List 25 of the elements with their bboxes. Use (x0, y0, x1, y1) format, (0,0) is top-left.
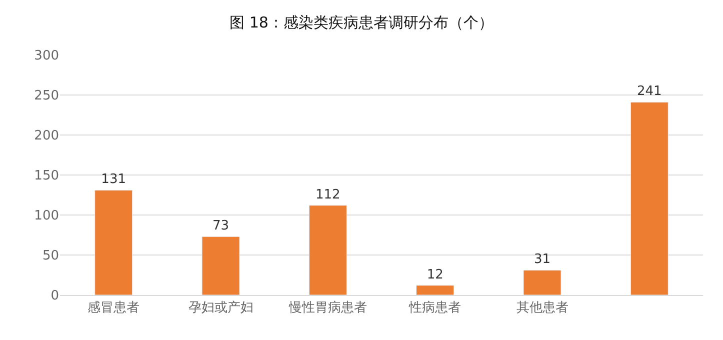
data-label: 73 (212, 218, 230, 234)
data-label: 241 (637, 84, 662, 100)
bar (202, 236, 240, 295)
y-tick-label: 200 (34, 128, 59, 144)
y-tick-label: 150 (34, 168, 59, 184)
data-label: 31 (534, 252, 551, 268)
data-label: 131 (101, 172, 126, 188)
y-tick-label: 100 (34, 208, 59, 224)
bar (308, 205, 347, 295)
x-tick-label: 其他患者 (516, 300, 568, 316)
y-tick-label: 0 (50, 288, 59, 304)
y-tick-label: 300 (34, 48, 59, 64)
y-tick-label: 250 (34, 88, 59, 104)
chart-title: 图 18：感染类疾病患者调研分布（个） (230, 14, 494, 32)
bar (416, 285, 454, 295)
bar (94, 190, 133, 295)
y-tick-label: 50 (42, 248, 59, 264)
x-tick-label: 孕妇或产妇 (188, 300, 254, 316)
x-tick-label: 感冒患者 (88, 300, 140, 316)
bar (523, 270, 562, 295)
data-label: 112 (316, 187, 340, 202)
data-label: 12 (426, 267, 444, 282)
bar (630, 102, 668, 295)
x-tick-label: 慢性胃病患者 (288, 300, 367, 316)
x-tick-label: 性病患者 (408, 300, 462, 316)
